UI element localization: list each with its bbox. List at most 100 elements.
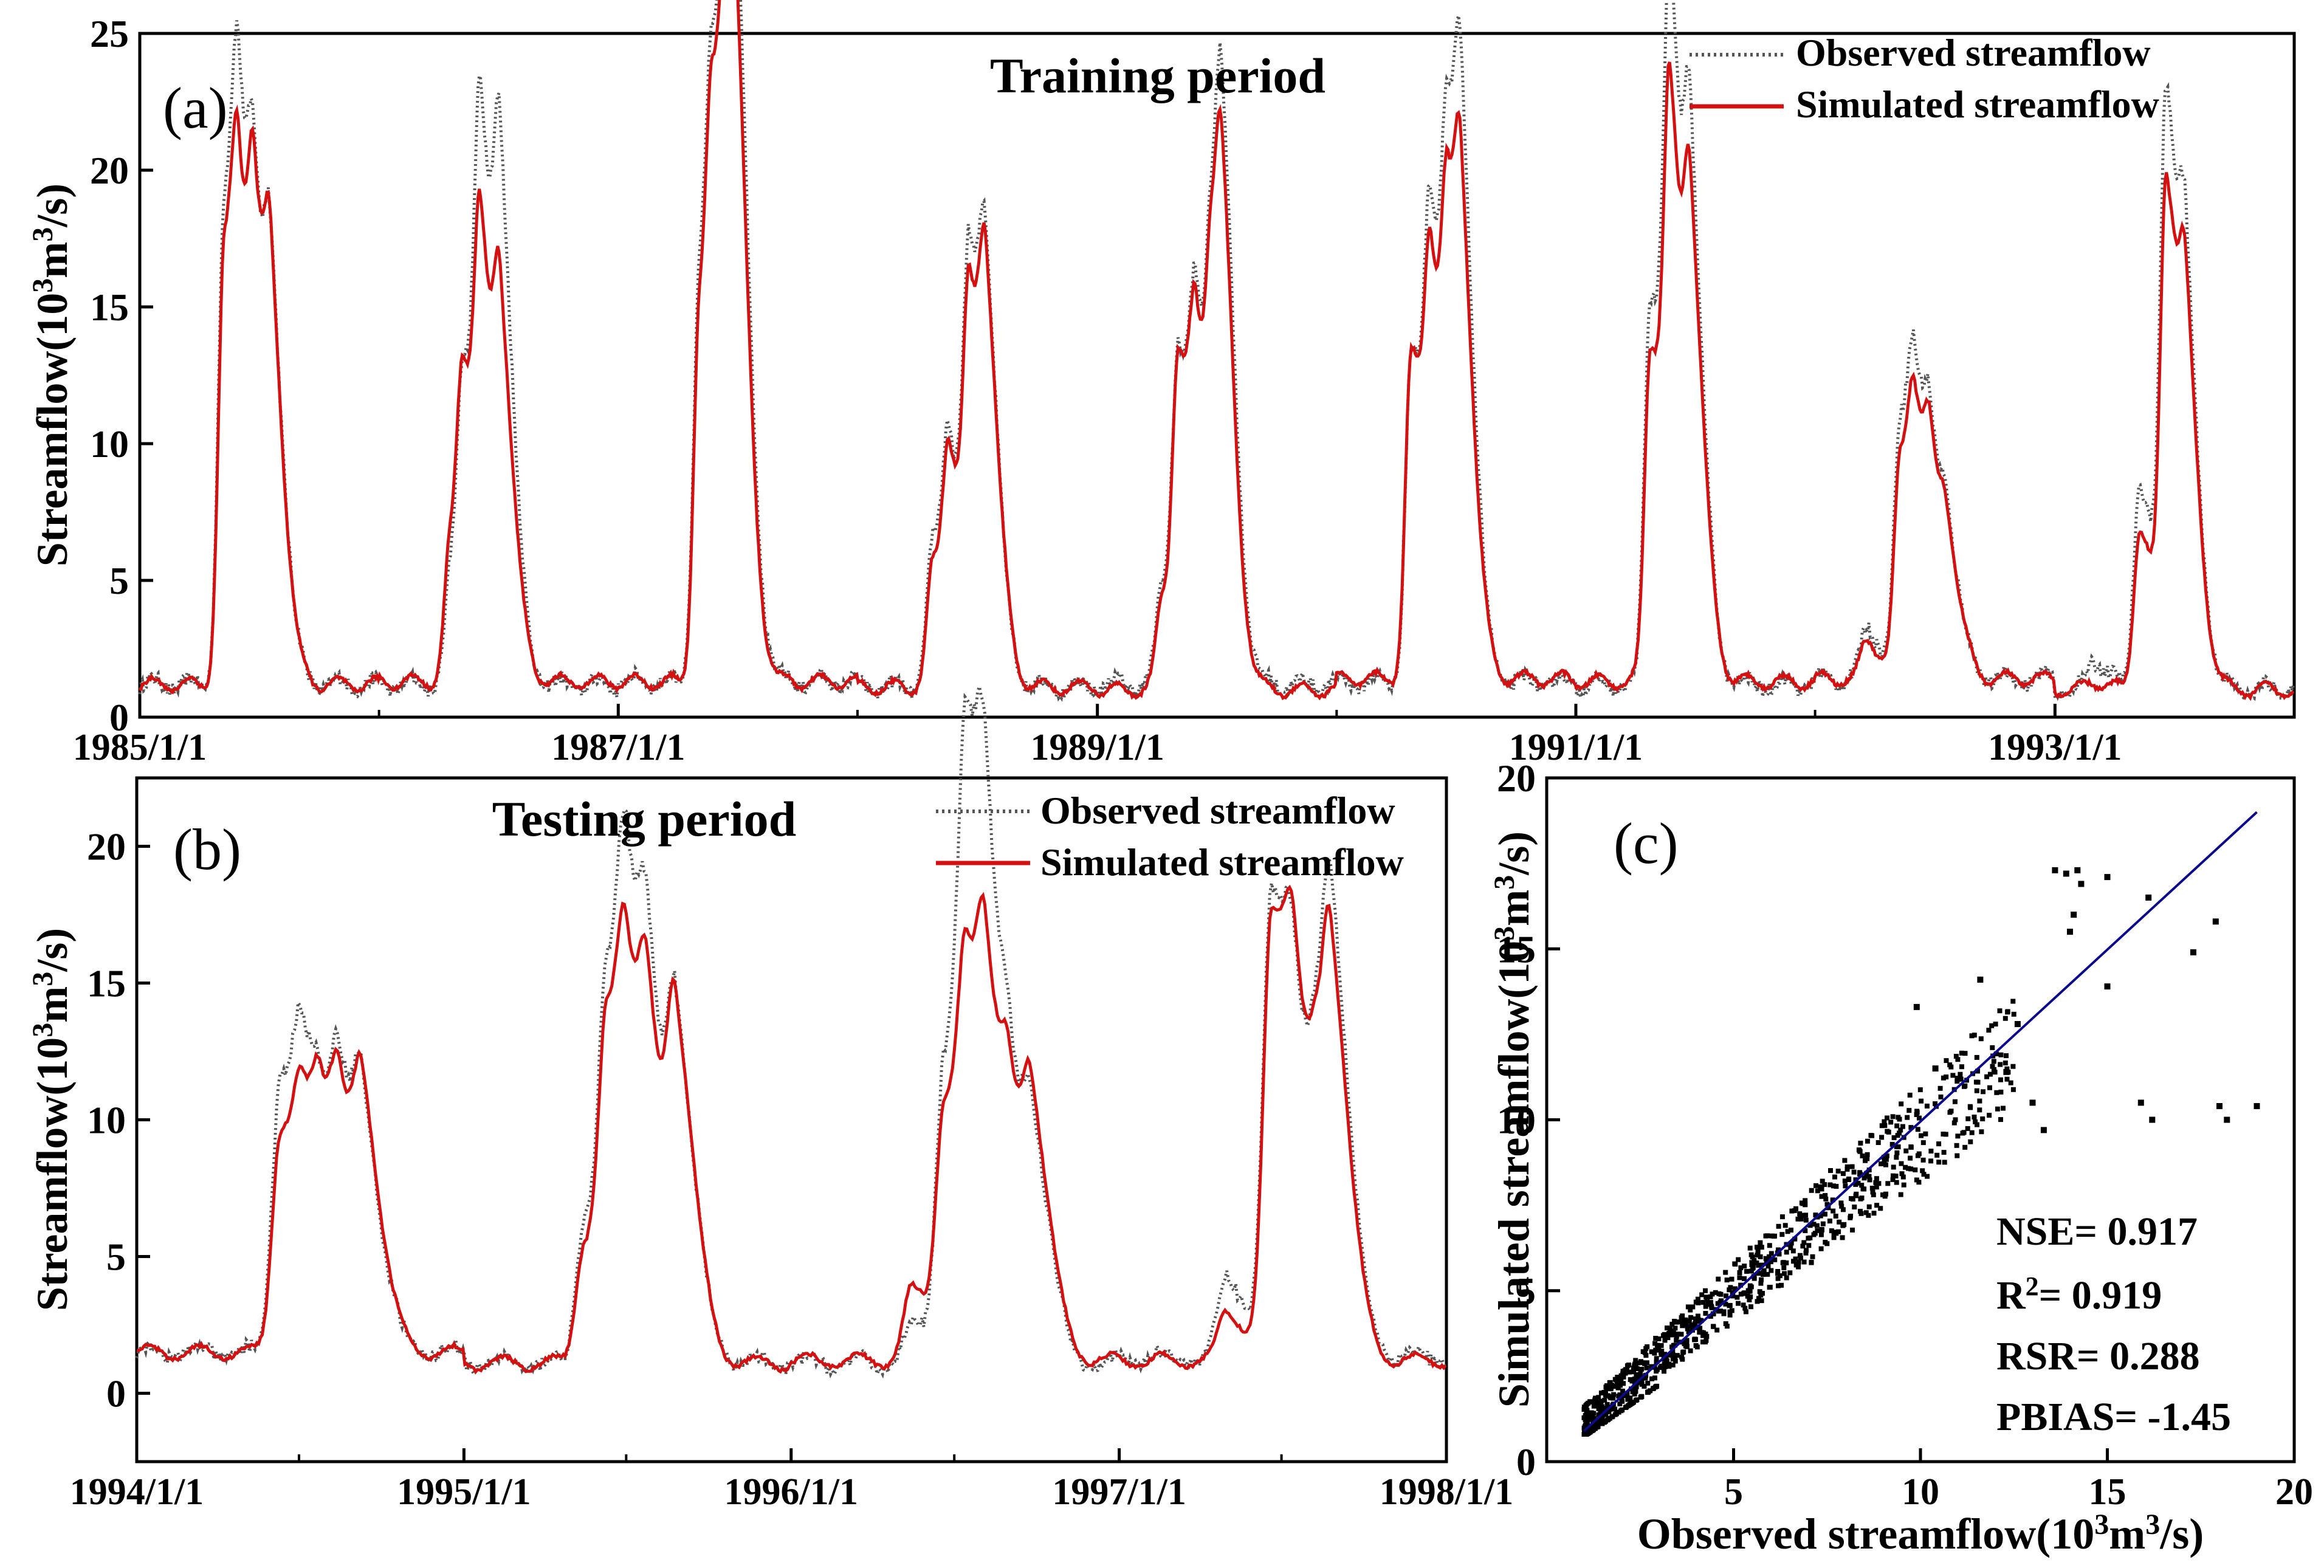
stat-nse: NSE= 0.917	[1996, 1209, 2198, 1254]
scatter-point	[1759, 1262, 1764, 1268]
scatter-point	[2010, 1087, 2016, 1092]
scatter-point	[1848, 1215, 1853, 1220]
scatter-point	[1803, 1228, 1808, 1233]
scatter-point	[1750, 1265, 1756, 1270]
scatter-point	[1891, 1173, 1896, 1178]
pc-ytick-label: 0	[1516, 1440, 1536, 1484]
pa-xtick-label: 1993/1/1	[1988, 727, 2122, 768]
scatter-point	[1755, 1299, 1760, 1304]
scatter-point	[1981, 1089, 1985, 1095]
scatter-point	[1863, 1210, 1869, 1216]
scatter-point	[1791, 1259, 1796, 1264]
scatter-point	[1874, 1203, 1880, 1208]
scatter-point	[1858, 1140, 1863, 1146]
scatter-point	[1623, 1405, 1628, 1410]
scatter-point	[1729, 1308, 1734, 1313]
scatter-point	[1742, 1264, 1747, 1269]
scatter-point	[1920, 1140, 1926, 1146]
scatter-point	[1977, 1098, 1982, 1104]
pb-xtick-label: 1998/1/1	[1380, 1471, 1513, 1513]
scatter-point	[1685, 1324, 1690, 1329]
scatter-point	[1775, 1269, 1781, 1274]
scatter-point	[1629, 1378, 1635, 1384]
scatter-point	[1840, 1171, 1846, 1176]
scatter-point	[1880, 1192, 1885, 1197]
pc-xtick-label: 10	[1902, 1471, 1939, 1513]
scatter-point	[1898, 1127, 1903, 1133]
scatter-point	[1919, 1133, 1924, 1138]
scatter-point	[1724, 1293, 1729, 1299]
scatter-point	[1944, 1075, 1949, 1079]
scatter-point	[1810, 1254, 1815, 1259]
scatter-point	[1984, 1074, 1990, 1079]
pb-series-simulated-line	[136, 884, 1447, 1375]
scatter-point	[1662, 1369, 1666, 1374]
scatter-point	[1692, 1321, 1697, 1326]
scatter-point	[1591, 1403, 1597, 1409]
scatter-point	[2212, 918, 2219, 925]
panel-b-label: (b)	[173, 817, 241, 882]
scatter-point	[1721, 1309, 1727, 1315]
scatter-point	[1790, 1248, 1796, 1254]
scatter-point	[1849, 1164, 1855, 1169]
scatter-point	[1991, 1059, 1996, 1064]
scatter-point	[1905, 1115, 1910, 1120]
scatter-point	[1840, 1235, 1845, 1240]
scatter-point	[1789, 1240, 1794, 1246]
scatter-point	[1683, 1339, 1688, 1344]
scatter-point	[1968, 1105, 1973, 1110]
scatter-point	[1676, 1319, 1682, 1325]
scatter-point	[1670, 1363, 1676, 1367]
pb-ytick-label: 20	[87, 825, 126, 868]
scatter-point	[1812, 1231, 1818, 1236]
scatter-point	[1822, 1182, 1827, 1188]
scatter-point	[1662, 1361, 1667, 1367]
scatter-point	[2137, 1099, 2144, 1106]
scatter-point	[1828, 1168, 1833, 1173]
scatter-point	[1844, 1166, 1850, 1172]
scatter-point	[1760, 1272, 1765, 1277]
pc-xtick-label: 20	[2275, 1471, 2313, 1513]
scatter-point	[1656, 1347, 1662, 1353]
scatter-point	[1654, 1356, 1659, 1361]
scatter-point	[1586, 1400, 1591, 1406]
pa-series-simulated-line	[139, 0, 2295, 701]
scatter-point	[1685, 1304, 1691, 1310]
stat-r2-post: = 0.919	[2039, 1273, 2162, 1318]
scatter-point	[1995, 1106, 2000, 1112]
scatter-point	[1607, 1415, 1612, 1421]
scatter-point	[1615, 1375, 1620, 1380]
panel-b-legend-simulated-label: Simulated streamflow	[1040, 841, 1404, 884]
scatter-point	[1840, 1207, 1846, 1212]
scatter-point	[2104, 983, 2111, 990]
scatter-point	[1776, 1251, 1782, 1257]
scatter-point	[1913, 1167, 1918, 1172]
scatter-point	[1853, 1193, 1858, 1198]
scatter-point	[1679, 1332, 1684, 1337]
scatter-point	[1674, 1319, 1679, 1325]
scatter-point	[2029, 1099, 2036, 1106]
scatter-point	[1992, 1070, 1998, 1075]
scatter-point	[1769, 1251, 1774, 1256]
scatter-point	[1869, 1186, 1875, 1191]
scatter-point	[1711, 1324, 1716, 1329]
scatter-point	[1834, 1184, 1839, 1189]
scatter-point	[2254, 1103, 2260, 1109]
scatter-point	[1841, 1222, 1847, 1227]
scatter-point	[1688, 1348, 1693, 1353]
scatter-point	[1953, 1054, 1959, 1059]
scatter-point	[1876, 1181, 1882, 1186]
scatter-point	[1663, 1335, 1669, 1340]
panel-c-ylabel-end: /s)	[1490, 831, 1538, 876]
scatter-point	[1618, 1380, 1624, 1385]
scatter-point	[1620, 1369, 1626, 1374]
scatter-point	[1823, 1240, 1828, 1245]
scatter-point	[1611, 1392, 1617, 1397]
panel-c-xticks: 5 10 15 20	[1724, 1448, 2313, 1513]
scatter-point	[2003, 1016, 2008, 1021]
scatter-point	[2216, 1103, 2223, 1109]
scatter-point	[1993, 1022, 1998, 1026]
scatter-point	[1755, 1253, 1760, 1258]
panel-c-xlabel-mid: m	[2109, 1510, 2145, 1558]
scatter-point	[2063, 870, 2069, 877]
